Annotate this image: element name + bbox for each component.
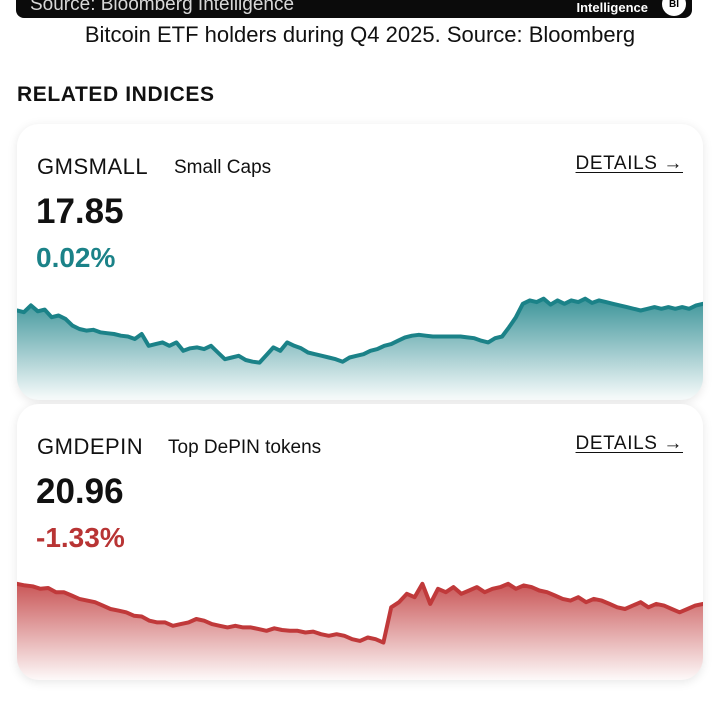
sparkline-area-fill xyxy=(17,298,703,400)
index-symbol: GMDEPIN xyxy=(37,434,144,459)
index-change: -1.33% xyxy=(36,522,125,553)
sparkline-line xyxy=(17,296,703,365)
index-description: Top DePIN tokens xyxy=(168,437,322,458)
banner-logo-badge: BI xyxy=(662,0,686,16)
index-value: 17.85 xyxy=(36,192,124,231)
sparkline-line xyxy=(17,581,703,645)
sparkline-chart-gmdepin xyxy=(17,581,703,680)
index-card-gmsmall[interactable]: GMSMALL Small Caps DETAILS → 17.85 0.02% xyxy=(17,124,703,400)
section-title: RELATED INDICES xyxy=(17,83,215,106)
banner-brand-text: Intelligence xyxy=(576,0,648,15)
index-card-gmdepin[interactable]: GMDEPIN Top DePIN tokens DETAILS → 20.96… xyxy=(17,404,703,680)
details-link[interactable]: DETAILS → xyxy=(575,153,683,174)
index-value: 20.96 xyxy=(36,472,124,511)
source-banner-image: Source: Bloomberg Intelligence Intellige… xyxy=(16,0,692,18)
image-caption: Bitcoin ETF holders during Q4 2025. Sour… xyxy=(84,22,636,47)
sparkline-chart-gmsmall xyxy=(17,296,703,400)
banner-source-text: Source: Bloomberg Intelligence xyxy=(30,0,295,15)
index-symbol: GMSMALL xyxy=(37,154,149,179)
index-description: Small Caps xyxy=(174,157,272,178)
details-link[interactable]: DETAILS → xyxy=(575,433,683,454)
index-change: 0.02% xyxy=(36,242,116,273)
sparkline-area-fill xyxy=(17,583,703,680)
